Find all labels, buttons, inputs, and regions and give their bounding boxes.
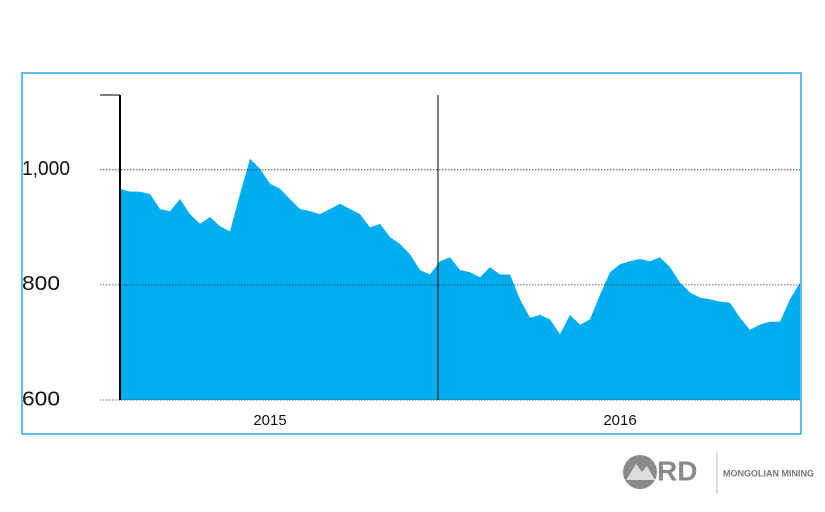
logo-text: RD	[657, 455, 697, 486]
x-tick-label: 2015	[253, 412, 286, 429]
x-tick-label: 2016	[603, 412, 636, 429]
brand-text: MONGOLIAN MINING	[723, 468, 814, 478]
footer-logo: RD MONGOLIAN MINING	[623, 452, 814, 494]
y-tick-label: 600	[22, 388, 60, 410]
area	[120, 158, 800, 400]
chart-frame	[21, 72, 802, 435]
y-tick-label: 800	[22, 273, 60, 295]
logo-mountain	[626, 464, 655, 480]
y-tick-label: 1,000	[22, 158, 70, 180]
